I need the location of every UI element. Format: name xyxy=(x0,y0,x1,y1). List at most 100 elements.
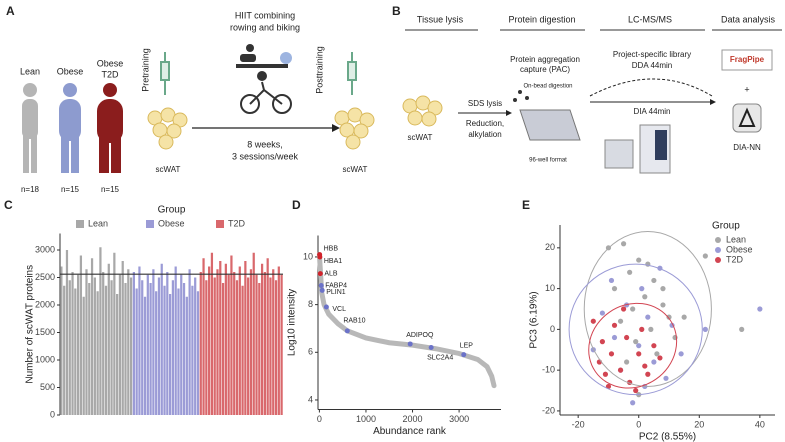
step-note: Reduction, xyxy=(466,119,504,128)
scatter-point xyxy=(757,306,763,312)
bar xyxy=(171,280,175,415)
panel-a: A Lean Obese Obese T2D n=18 n=15 n=15 Pr… xyxy=(6,4,375,194)
tool-name: DIA-NN xyxy=(733,143,761,152)
scatter-point xyxy=(639,286,645,292)
schedule-label: 3 sessions/week xyxy=(232,151,299,161)
bar xyxy=(143,296,147,415)
bar xyxy=(208,266,211,415)
group-label: Obese xyxy=(97,58,124,68)
step-note: SDS lysis xyxy=(468,99,502,108)
legend-label: Lean xyxy=(726,234,746,244)
bar xyxy=(238,266,241,415)
confidence-ellipse xyxy=(583,231,712,387)
bar xyxy=(277,266,280,415)
scatter-point xyxy=(633,387,639,394)
bar xyxy=(104,285,108,415)
bar xyxy=(127,269,130,415)
fat-tissue-icon xyxy=(402,95,443,127)
scatter-point xyxy=(663,375,669,381)
bar xyxy=(221,283,225,415)
fat-tissue-icon xyxy=(147,107,188,150)
legend-label: T2D xyxy=(726,254,744,264)
bar xyxy=(177,288,180,415)
scatter-point xyxy=(681,314,687,320)
bar xyxy=(63,285,66,415)
scatter-point xyxy=(678,351,684,357)
y-tick-label: 2000 xyxy=(35,299,55,309)
y-tick-label: -20 xyxy=(542,405,555,415)
y-tick-label: 10 xyxy=(303,251,313,261)
instrument-icon xyxy=(604,124,671,174)
scatter-point xyxy=(651,343,657,349)
step-note: DDA 44min xyxy=(632,61,672,70)
scatter-point xyxy=(702,253,708,259)
scatter-point xyxy=(645,314,651,320)
scatter-point xyxy=(608,277,615,284)
scatter-point xyxy=(739,326,745,332)
bar xyxy=(116,294,119,415)
bar xyxy=(138,266,141,415)
bar xyxy=(224,263,227,415)
bar xyxy=(113,252,116,415)
bar xyxy=(166,272,169,415)
exercise-label: HIIT combining xyxy=(235,10,295,20)
bar xyxy=(269,277,272,415)
step-note: Protein aggregation xyxy=(510,55,580,64)
bar xyxy=(99,247,102,415)
group-label: T2D xyxy=(101,69,119,79)
y-tick-label: 2500 xyxy=(35,272,55,282)
point-label: VCL xyxy=(332,306,346,313)
arrow xyxy=(589,78,713,97)
point-label: SLC2A4 xyxy=(427,354,453,361)
scatter-point xyxy=(642,294,648,300)
group-label: Obese xyxy=(57,66,84,76)
bar xyxy=(266,258,269,415)
scatter-point xyxy=(608,351,615,357)
y-tick-label: 10 xyxy=(545,283,555,293)
bar xyxy=(168,294,172,415)
scatter-point xyxy=(624,359,630,365)
y-axis-title: Log10 intensity xyxy=(287,289,298,356)
confidence-ellipse xyxy=(568,263,703,396)
bar xyxy=(102,272,105,415)
scatter-point xyxy=(630,306,636,312)
legend-swatch xyxy=(146,220,154,228)
x-axis-title: Abundance rank xyxy=(373,426,447,437)
arrow-head xyxy=(332,124,340,132)
scatter-point xyxy=(651,359,657,365)
bar xyxy=(188,269,191,415)
step-note: On-bead digestion xyxy=(523,84,572,90)
arrow-head xyxy=(506,110,512,116)
scatter-point xyxy=(602,371,609,377)
scatter-point xyxy=(599,339,605,345)
highlight-point xyxy=(317,254,323,260)
x-tick-label: -20 xyxy=(572,419,585,429)
scatter-point xyxy=(624,334,630,341)
bar xyxy=(149,283,152,415)
scatter-point xyxy=(651,277,657,284)
rowing-icon xyxy=(236,44,292,68)
scatter-point xyxy=(590,318,596,324)
bar xyxy=(210,252,214,415)
tissue-label: scWAT xyxy=(408,133,433,142)
y-tick-label: 0 xyxy=(50,409,55,419)
bar xyxy=(180,274,183,415)
bar xyxy=(129,277,133,415)
bar xyxy=(191,285,194,415)
x-tick-label: 0 xyxy=(317,414,322,424)
y-axis-title: Number of scWAT proteins xyxy=(25,265,36,384)
y-tick-label: -10 xyxy=(542,365,555,375)
step-note: alkylation xyxy=(468,130,501,139)
legend-title: Group xyxy=(712,221,740,232)
point-label: LEP xyxy=(460,343,474,350)
highlight-point xyxy=(344,328,350,334)
x-tick-label: 20 xyxy=(694,419,704,429)
legend-title: Group xyxy=(158,205,186,216)
scatter-point xyxy=(611,322,618,328)
y-axis-title: PC3 (6.19%) xyxy=(529,291,540,348)
bar xyxy=(227,274,230,415)
panel-label: A xyxy=(6,4,15,18)
step-header: Protein digestion xyxy=(508,14,575,24)
panel-label: D xyxy=(292,198,301,212)
